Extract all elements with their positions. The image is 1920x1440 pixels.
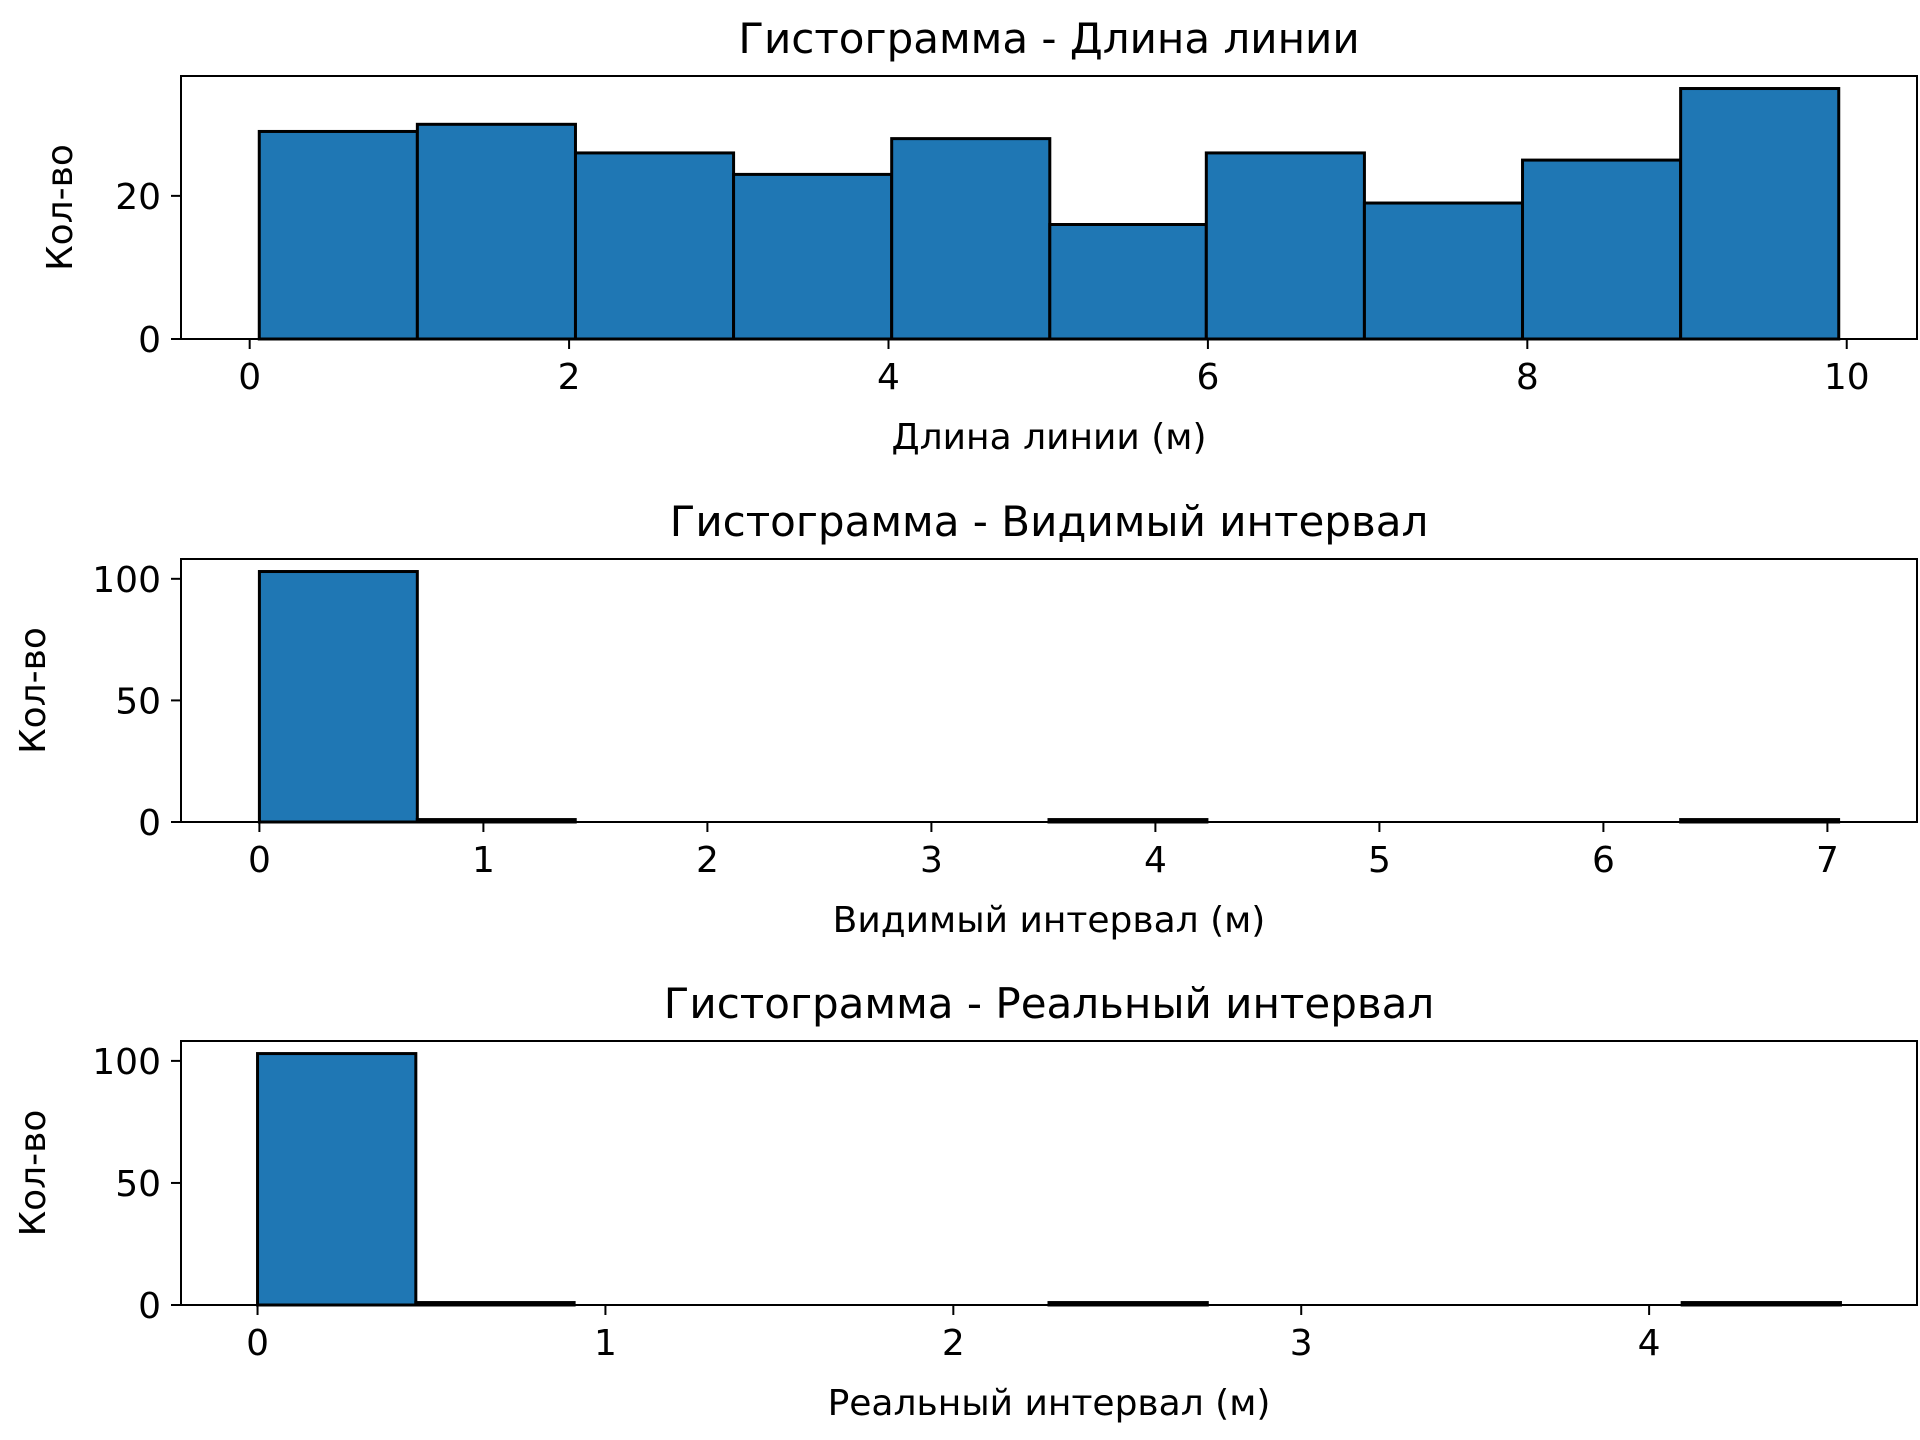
x-tick-label: 2: [696, 840, 719, 881]
histogram-bar: [732, 172, 894, 341]
y-tick-label: 0: [138, 320, 161, 361]
y-tick-label: 0: [138, 803, 161, 844]
x-tick-label: 6: [1196, 357, 1219, 398]
panel-title: Гистограмма - Длина линии: [738, 14, 1359, 63]
panel-title: Гистограмма - Видимый интервал: [670, 497, 1429, 546]
histogram-bar: [1204, 151, 1366, 341]
x-tick-label: 2: [942, 1323, 965, 1364]
x-tick-label: 3: [920, 840, 943, 881]
y-tick-label: 100: [92, 1042, 161, 1083]
x-axis-label: Длина линии (м): [892, 417, 1207, 458]
histogram-panel-line-length: 0 2 4 6 8 10 0 20 Гистограмма - Длина линии Длина…: [40, 14, 1918, 458]
x-axis-label: Видимый интервал (м): [833, 900, 1266, 941]
histogram-bar: [257, 129, 419, 341]
x-axis-label: Реальный интервал (м): [828, 1383, 1271, 1424]
y-axis-label: Кол-во: [40, 144, 81, 271]
y-tick-label: 50: [115, 1164, 161, 1205]
x-tick-label: 5: [1368, 840, 1391, 881]
x-tick-label: 4: [1144, 840, 1167, 881]
histogram-panel-real-interval: 0 1 2 3 4 0 50 100 Гистограмма - Реальный интерв…: [13, 979, 1918, 1424]
panel-title: Гистограмма - Реальный интервал: [664, 979, 1434, 1028]
x-tick-label: 0: [238, 357, 261, 398]
axes-frame: [180, 1040, 1918, 1306]
x-tick-label: 2: [558, 357, 581, 398]
x-tick-label: 1: [472, 840, 495, 881]
y-axis-label: Кол-во: [13, 627, 54, 754]
histogram-bar: [256, 1052, 418, 1307]
x-tick-label: 8: [1516, 357, 1539, 398]
axes-frame: [180, 75, 1918, 340]
x-tick-label: 7: [1816, 840, 1839, 881]
histogram-bar: [1521, 158, 1683, 341]
histogram-bar: [1362, 201, 1525, 341]
y-tick-label: 100: [92, 560, 161, 601]
x-tick-label: 4: [877, 357, 900, 398]
x-tick-label: 0: [248, 840, 271, 881]
x-tick-label: 0: [246, 1323, 269, 1364]
histogram-bar: [573, 151, 736, 341]
y-tick-label: 20: [115, 177, 161, 218]
histogram-bar: [257, 570, 419, 824]
y-axis-label: Кол-во: [13, 1110, 54, 1237]
x-tick-label: 4: [1638, 1323, 1661, 1364]
x-tick-label: 10: [1824, 357, 1870, 398]
y-tick-label: 50: [115, 681, 161, 722]
x-tick-label: 3: [1290, 1323, 1313, 1364]
y-tick-label: 0: [138, 1286, 161, 1327]
histogram-bar: [415, 122, 577, 341]
x-tick-label: 1: [594, 1323, 617, 1364]
histogram-bar: [890, 137, 1052, 341]
histogram-bar: [1048, 223, 1208, 341]
histogram-panel-visible-interval: 0 1 2 3 4 5 6 7 0 50 100 Гистограмма - Видимый инте…: [13, 497, 1918, 941]
x-tick-label: 6: [1592, 840, 1615, 881]
histogram-bar: [1679, 87, 1841, 341]
axes-frame: [180, 558, 1918, 823]
